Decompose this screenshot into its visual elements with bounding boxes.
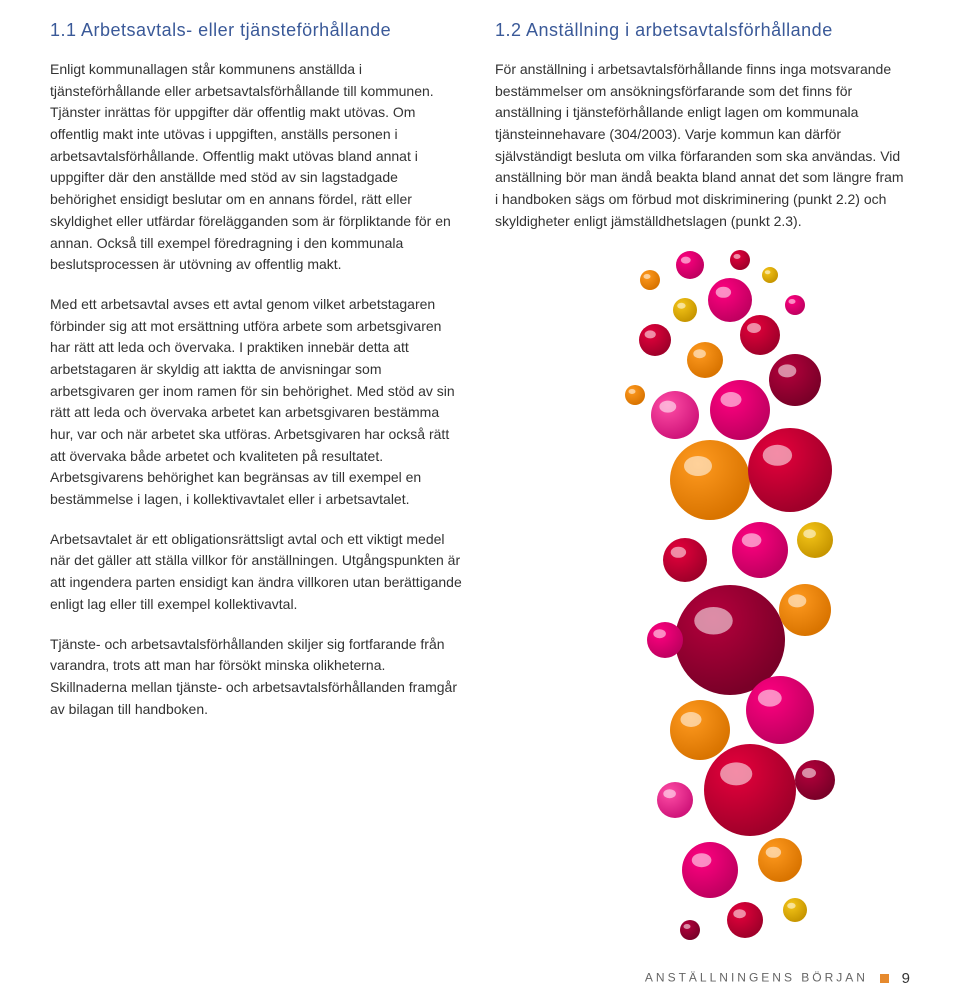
footer-label: ANSTÄLLNINGENS BÖRJAN xyxy=(645,971,868,985)
left-column: 1.1 Arbetsavtals- eller tjänsteförhållan… xyxy=(50,20,465,738)
footer-page-number: 9 xyxy=(902,970,910,987)
footer-square-icon xyxy=(880,974,889,983)
right-column: 1.2 Anställning i arbetsavtalsförhålland… xyxy=(495,20,910,738)
right-para-1: För anställning i arbetsavtalsförhålland… xyxy=(495,59,910,233)
page-footer: ANSTÄLLNINGENS BÖRJAN 9 xyxy=(645,970,910,987)
heading-1-2: 1.2 Anställning i arbetsavtalsförhålland… xyxy=(495,20,910,41)
left-para-2: Med ett arbetsavtal avses ett avtal geno… xyxy=(50,294,465,511)
heading-1-1: 1.1 Arbetsavtals- eller tjänsteförhållan… xyxy=(50,20,465,41)
left-para-1: Enligt kommunallagen står kommunens anst… xyxy=(50,59,465,276)
decorative-bubbles xyxy=(590,240,930,940)
left-para-4: Tjänste- och arbetsavtalsförhållanden sk… xyxy=(50,634,465,721)
left-para-3: Arbetsavtalet är ett obligationsrättslig… xyxy=(50,529,465,616)
